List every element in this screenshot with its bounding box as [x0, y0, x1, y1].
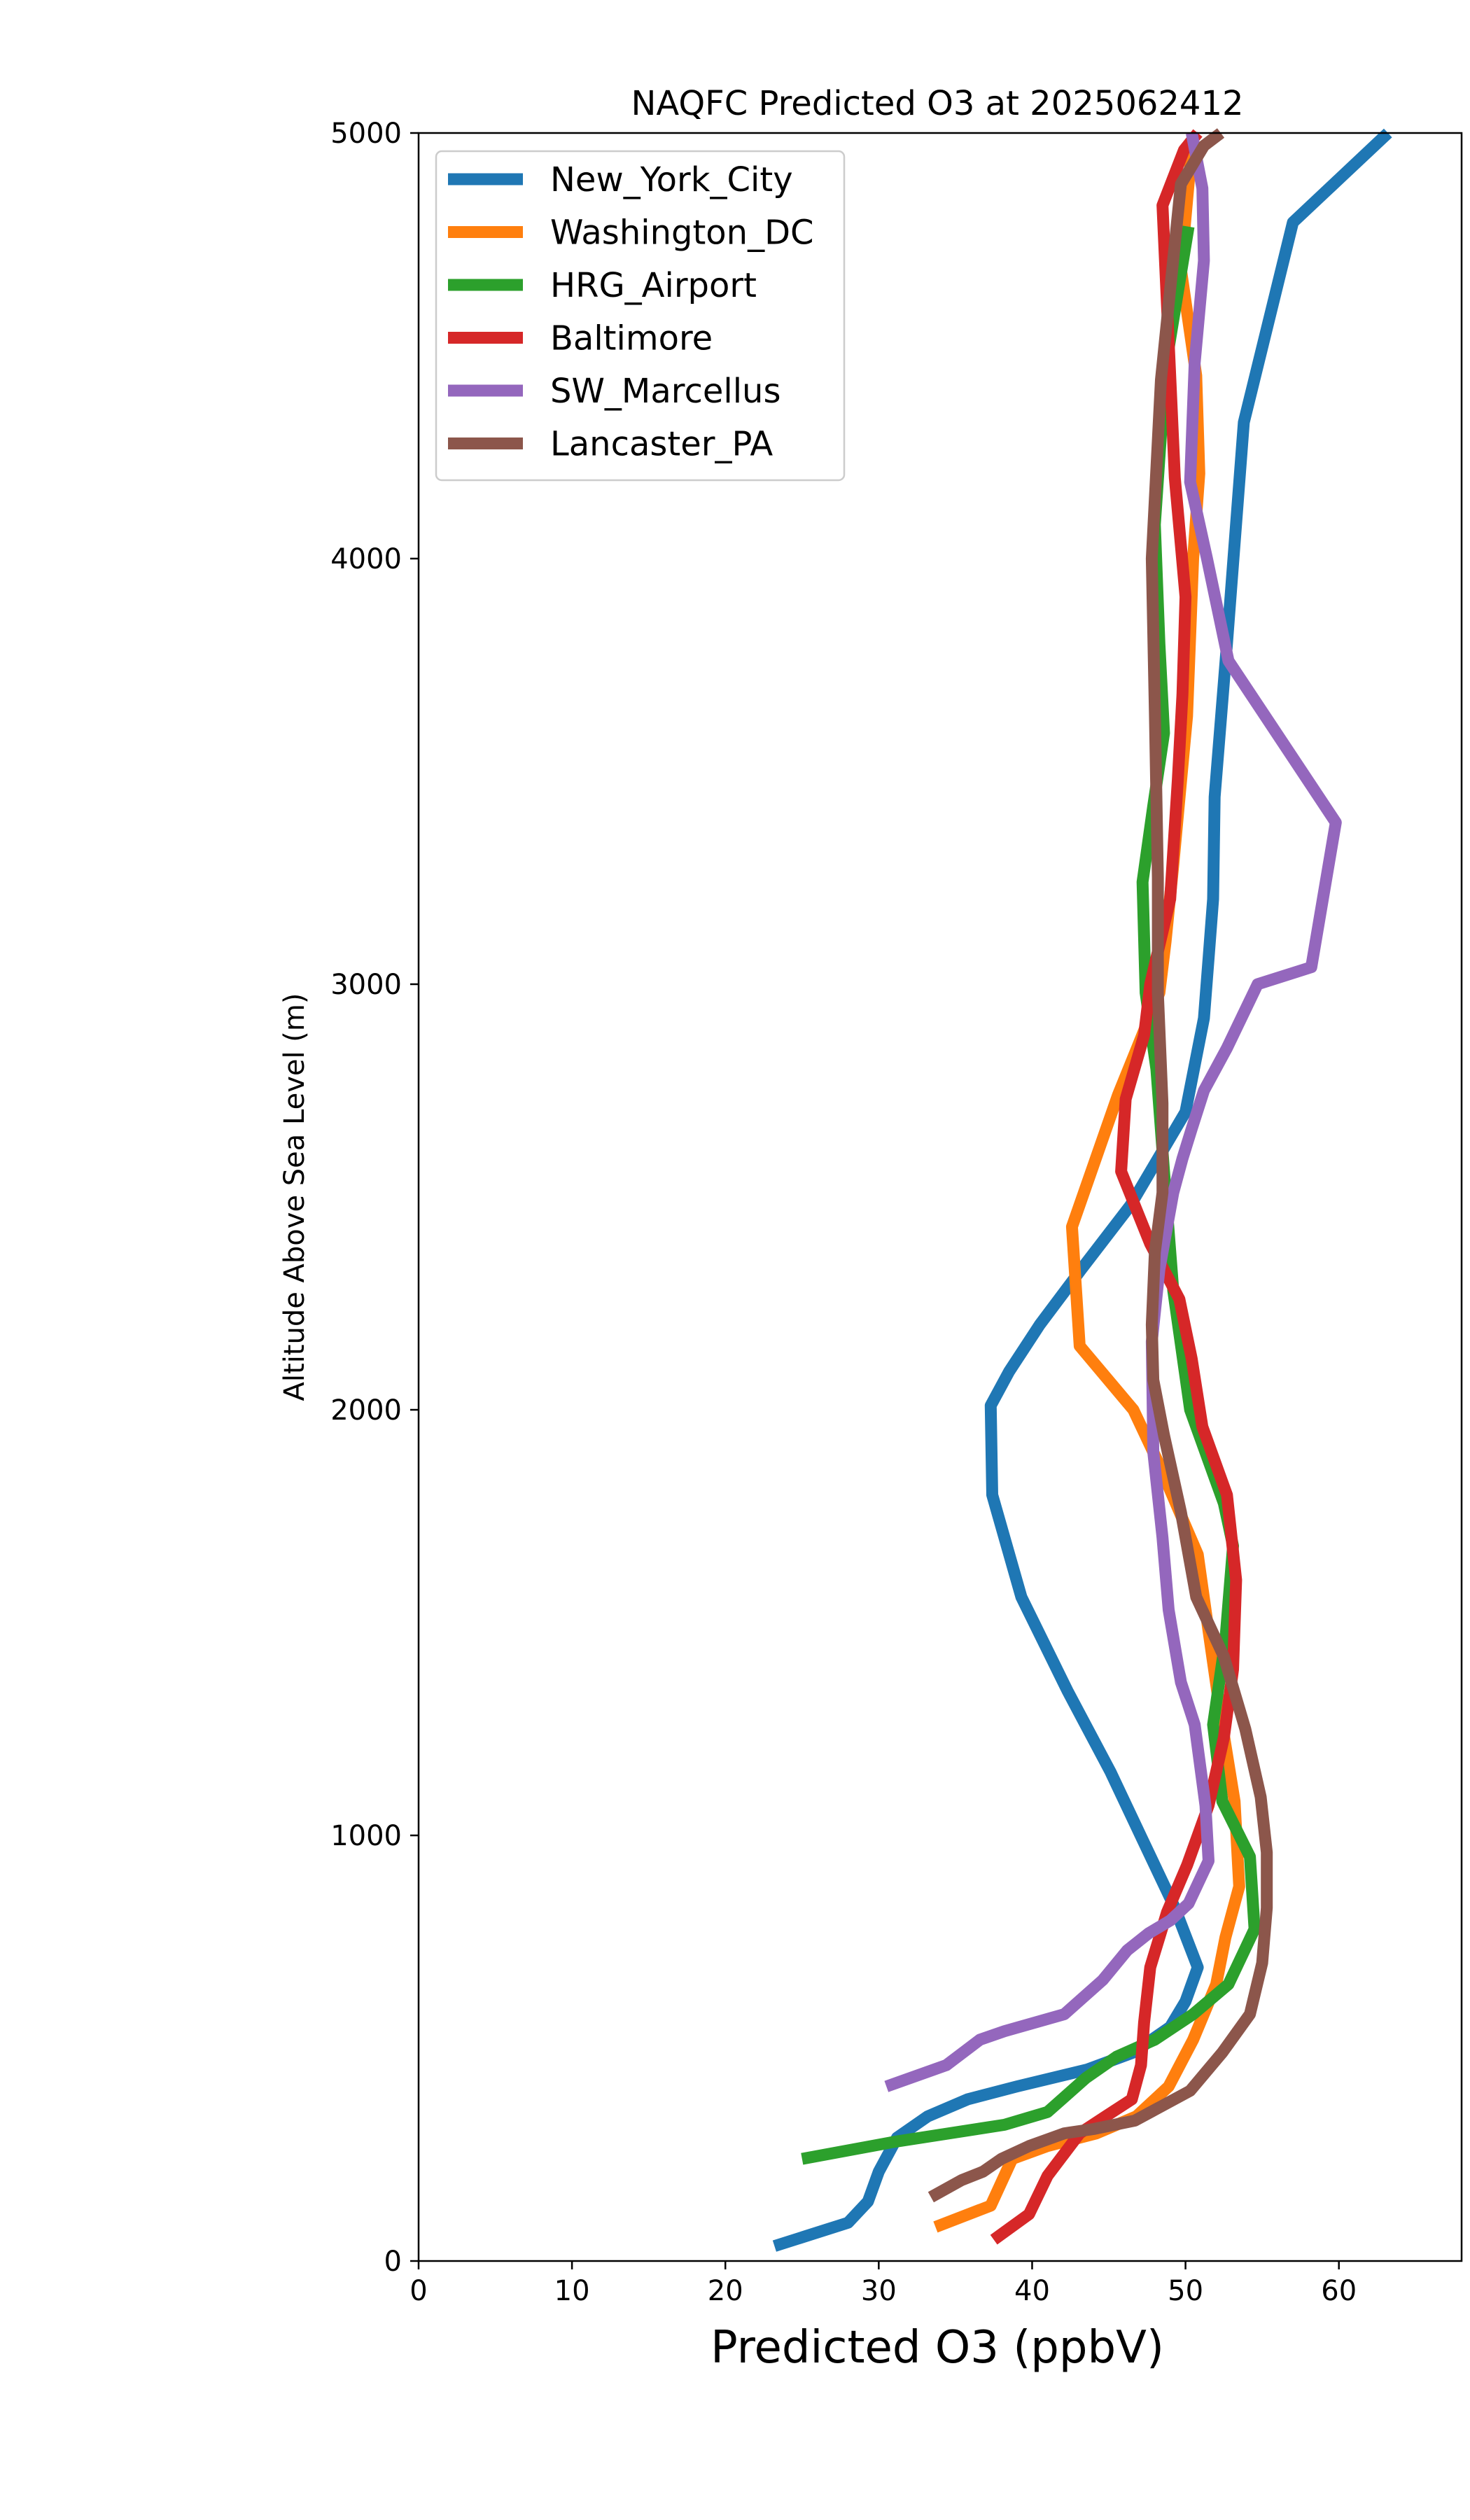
series-layer [772, 128, 1392, 2252]
series-line-lancaster-pa [927, 128, 1273, 2203]
y-tick-label: 1000 [330, 1820, 402, 1852]
series-line-new-york-city [772, 128, 1392, 2252]
y-tick-label: 0 [384, 2246, 402, 2278]
x-tick-label: 60 [1321, 2275, 1357, 2307]
x-tick-label: 40 [1014, 2275, 1050, 2307]
plot-frame [417, 132, 1463, 2262]
x-tick-label: 0 [410, 2275, 427, 2307]
x-tick-label: 30 [861, 2275, 897, 2307]
y-tick-label: 4000 [330, 543, 402, 575]
x-tick-label: 10 [554, 2275, 590, 2307]
y-tick-label: 3000 [330, 969, 402, 1001]
legend-label: New_York_City [550, 160, 793, 200]
legend-label: HRG_Airport [550, 266, 757, 305]
legend-label: Lancaster_PA [550, 425, 773, 464]
y-tick-label: 2000 [330, 1394, 402, 1427]
legend: New_York_City Washington_DC HRG_Airport Bal… [435, 150, 846, 482]
y-tick-label: 5000 [330, 118, 402, 150]
legend-label: Baltimore [550, 319, 713, 358]
x-axis-label: Predicted O3 (ppbV) [710, 2322, 1164, 2374]
y-axis: 0 1000 2000 3000 4000 5000 [330, 118, 419, 2278]
chart-title: NAQFC Predicted O3 at 2025062412 [631, 84, 1243, 123]
y-axis-label: Altitude Above Sea Level (m) [279, 993, 311, 1401]
legend-label: Washington_DC [550, 214, 814, 253]
x-tick-label: 50 [1168, 2275, 1203, 2307]
x-axis: 0 10 20 30 40 50 60 [410, 2261, 1357, 2307]
x-tick-label: 20 [708, 2275, 743, 2307]
legend-box [435, 150, 846, 482]
series-line-baltimore [990, 129, 1242, 2245]
legend-label: SW_Marcellus [550, 372, 780, 411]
